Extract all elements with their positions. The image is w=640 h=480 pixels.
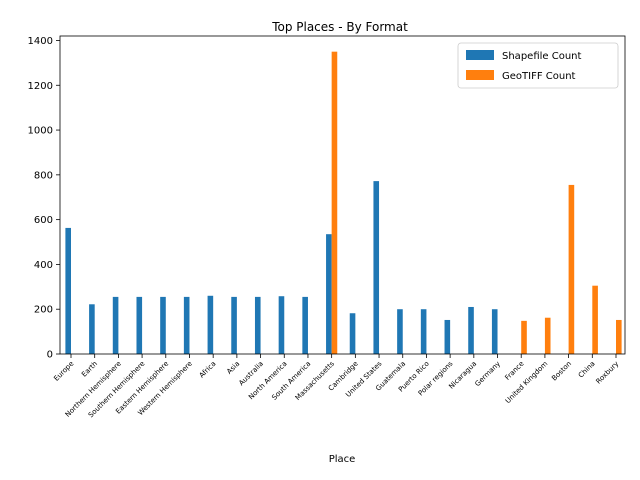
- y-tick-label-1: 200: [34, 305, 53, 316]
- shapefile-bar-9: [278, 296, 285, 354]
- shapefile-bar-2: [112, 296, 119, 354]
- shapefile-bar-12: [349, 313, 356, 354]
- bars-group: [65, 51, 622, 354]
- shapefile-bar-1: [89, 304, 95, 354]
- shapefile-bar-18: [491, 309, 498, 354]
- geotiff-bar-11: [331, 51, 338, 354]
- legend-label-0: Shapefile Count: [502, 51, 581, 62]
- chart-title: Top Places - By Format: [271, 20, 408, 34]
- shapefile-bar-8: [254, 296, 261, 354]
- x-axis-label: Place: [329, 454, 356, 465]
- legend-swatch-0: [466, 50, 494, 60]
- shapefile-bar-5: [183, 296, 190, 354]
- y-tick-label-7: 1400: [28, 36, 53, 47]
- y-tick-label-4: 800: [34, 170, 53, 181]
- shapefile-bar-0: [65, 227, 71, 354]
- geotiff-bar-22: [592, 285, 598, 354]
- legend-box: [457, 42, 619, 89]
- legend-label-1: GeoTIFF Count: [502, 71, 576, 82]
- y-tick-label-3: 600: [34, 215, 53, 226]
- legend: Shapefile Count GeoTIFF Count: [457, 42, 619, 89]
- shapefile-bar-11: [326, 234, 332, 354]
- shapefile-bar-14: [397, 309, 403, 354]
- shapefile-bar-3: [136, 296, 143, 354]
- shapefile-bar-17: [468, 306, 474, 354]
- y-tick-label-2: 400: [34, 260, 53, 271]
- geotiff-bar-21: [568, 184, 575, 354]
- shapefile-bar-15: [420, 309, 427, 354]
- shapefile-bar-4: [160, 296, 166, 354]
- shapefile-bar-10: [302, 296, 308, 354]
- y-tick-label-5: 1000: [28, 126, 53, 137]
- shapefile-bar-7: [231, 296, 237, 354]
- geotiff-bar-19: [521, 320, 527, 354]
- legend-swatch-1: [466, 70, 494, 80]
- y-tick-label-0: 0: [47, 350, 53, 361]
- y-axis: 0 200 400 600 800 1000 1200 1400: [28, 36, 60, 361]
- y-tick-label-6: 1200: [28, 81, 53, 92]
- geotiff-bar-23: [616, 319, 622, 354]
- shapefile-bar-6: [207, 295, 214, 354]
- plot-frame: [59, 35, 626, 355]
- geotiff-bar-20: [544, 317, 551, 354]
- shapefile-bar-16: [444, 319, 451, 354]
- shapefile-bar-13: [373, 181, 380, 354]
